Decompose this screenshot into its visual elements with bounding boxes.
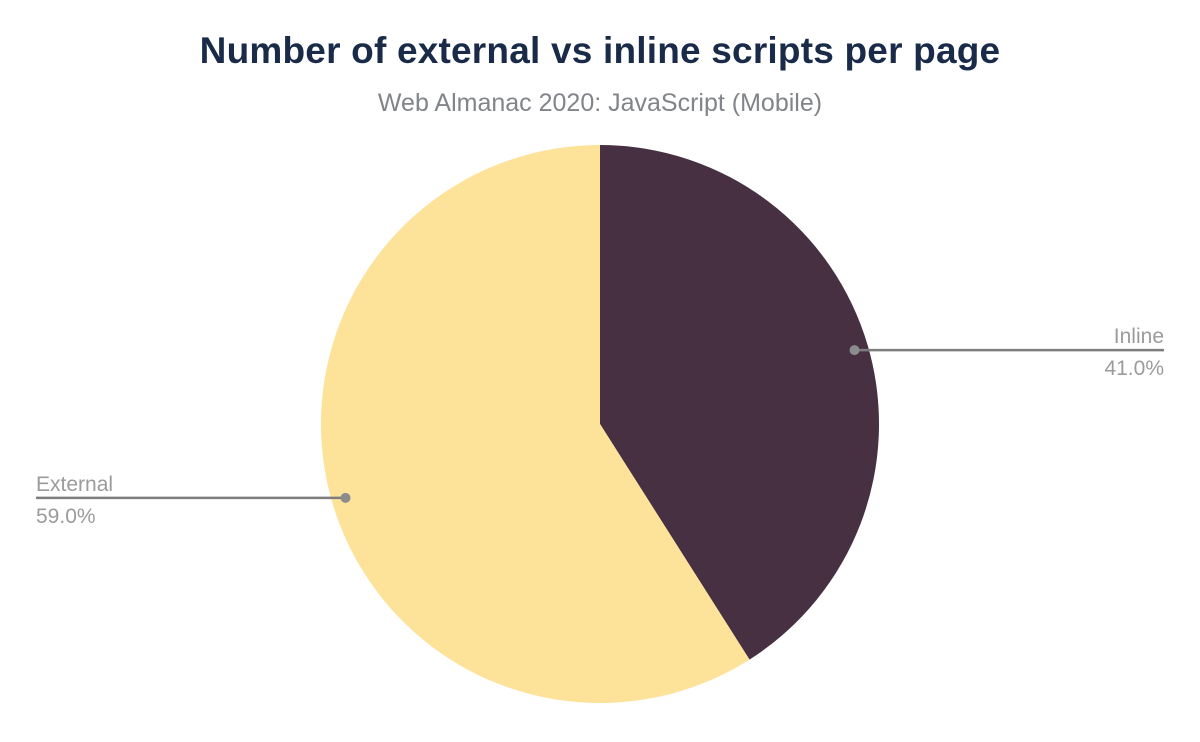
inline-slice[interactable] — [600, 144, 880, 660]
inline-slice-percent: 41.0% — [1104, 357, 1164, 380]
inline-slice-label: Inline — [1114, 325, 1164, 348]
external-leader-dot — [340, 492, 351, 503]
chart-subtitle: Web Almanac 2020: JavaScript (Mobile) — [377, 89, 823, 117]
external-slice-label: External — [36, 473, 113, 496]
external-slice[interactable] — [321, 145, 750, 703]
external-slice-percent: 59.0% — [36, 505, 96, 528]
inline-leader-dot — [849, 345, 860, 356]
chart-title: Number of external vs inline scripts per… — [199, 30, 1001, 71]
